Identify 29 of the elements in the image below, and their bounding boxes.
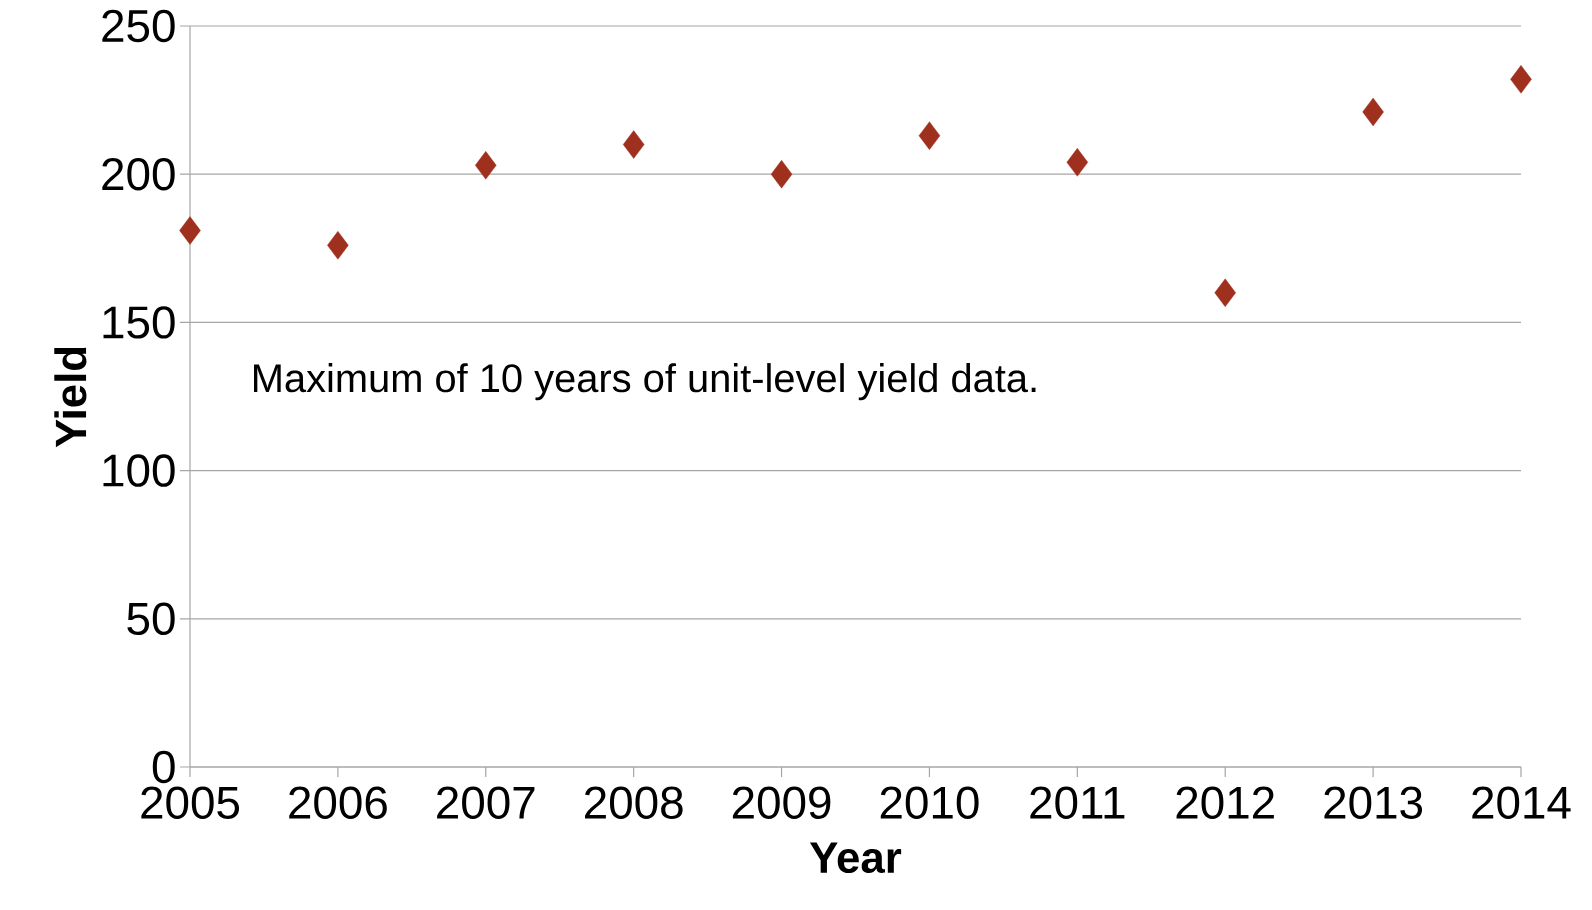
x-tick-label: 2008 (585, 786, 683, 819)
point (327, 231, 349, 260)
point (1214, 278, 1236, 307)
point (179, 216, 201, 245)
x-axis-title: Year (809, 842, 902, 874)
y-tick-label: 50 (127, 602, 175, 636)
x-tick-label: 2007 (437, 786, 535, 819)
x-tick-label: 2005 (141, 786, 240, 819)
y-tick-label: 250 (102, 9, 175, 43)
y-tick-label: 0 (152, 750, 175, 784)
x-tick-label: 2011 (1030, 786, 1125, 819)
y-tick-label: 200 (102, 157, 175, 191)
point (1066, 148, 1089, 177)
x-tick-label: 2010 (880, 786, 979, 819)
x-tick-label: 2009 (732, 786, 831, 819)
point (475, 151, 497, 180)
point (770, 159, 793, 189)
x-tick-label: 2006 (289, 786, 387, 819)
y-tick-label: 100 (103, 454, 175, 487)
point (622, 130, 645, 159)
y-tick-label: 150 (103, 306, 175, 339)
point (1362, 97, 1384, 127)
point (918, 121, 941, 150)
annotation: Maximum of 10 years of unit-level yield data. (254, 363, 1036, 401)
x-tick-label: 2014 (1472, 786, 1571, 819)
x-tick-label: 2013 (1324, 786, 1423, 819)
point (1510, 65, 1532, 94)
x-tick-label: 2012 (1176, 786, 1274, 819)
y-axis-title: Yield (54, 347, 87, 448)
